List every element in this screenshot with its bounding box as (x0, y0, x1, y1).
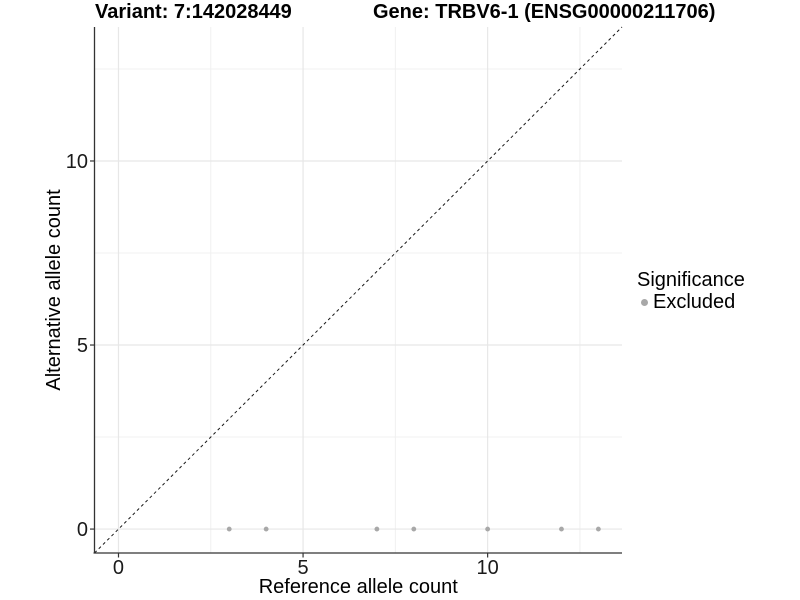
x-tick-label: 5 (298, 557, 309, 579)
legend-item-label: Excluded (653, 291, 736, 313)
y-tick-label: 10 (66, 151, 88, 173)
y-tick-label: 5 (77, 335, 88, 357)
data-point (263, 526, 269, 532)
data-point (485, 526, 491, 532)
y-tick-label: 0 (77, 519, 88, 541)
legend: Significance Excluded (637, 269, 745, 313)
data-point (411, 526, 417, 532)
x-tick-label: 10 (477, 557, 499, 579)
y-axis-title: Alternative allele count (43, 189, 65, 391)
x-axis-title: Reference allele count (259, 576, 458, 598)
data-point (226, 526, 232, 532)
data-point (374, 526, 380, 532)
data-point (595, 526, 601, 532)
identity-line (94, 26, 623, 554)
legend-title: Significance (637, 269, 745, 291)
excluded-point-icon (641, 298, 648, 306)
data-point (559, 526, 564, 532)
legend-item-excluded: Excluded (637, 291, 745, 313)
gene-title: Gene: TRBV6-1 (ENSG00000211706) (373, 1, 716, 23)
x-tick-label: 0 (113, 557, 124, 579)
variant-title: Variant: 7:142028449 (95, 1, 292, 23)
